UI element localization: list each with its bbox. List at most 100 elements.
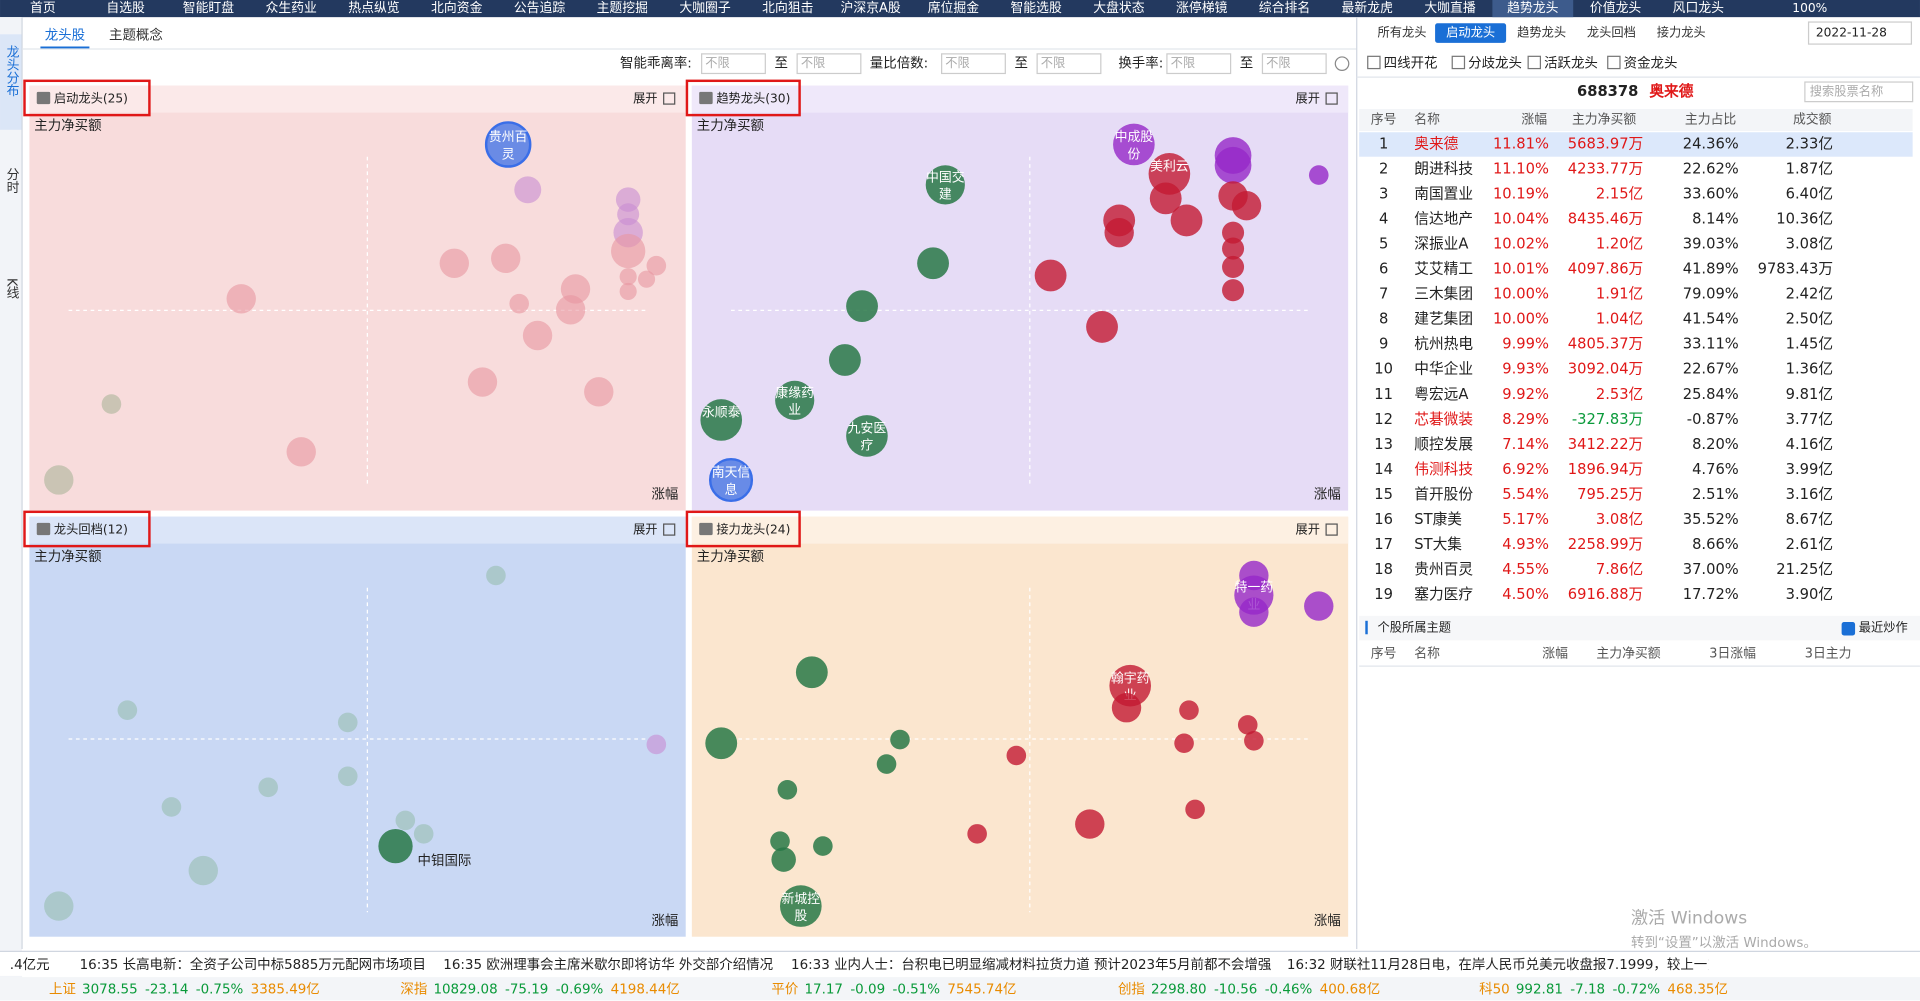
news-item[interactable]: 16:32 财联社11月28日电，在岸人民币兑美元收盘报7.1999，较上一交易… bbox=[1287, 956, 1748, 973]
bubble[interactable] bbox=[555, 295, 586, 325]
nav-tab[interactable]: 涨停梯镜 bbox=[1176, 0, 1228, 16]
bubble[interactable] bbox=[1006, 745, 1027, 766]
bubble[interactable] bbox=[828, 344, 861, 376]
table-cell[interactable]: 4.16亿 bbox=[1786, 436, 1833, 453]
table-cell[interactable]: 10.02% bbox=[1493, 236, 1549, 253]
table-cell[interactable]: 17 bbox=[1374, 536, 1393, 553]
bubble[interactable] bbox=[771, 847, 796, 872]
index-quote[interactable]: 创指 2298.80 -10.56 -0.46% 400.68亿 bbox=[1118, 981, 1380, 997]
bubble[interactable] bbox=[491, 243, 521, 274]
index-quote[interactable]: 上证 3078.55 -23.14 -0.75% 3385.49亿 bbox=[49, 981, 320, 997]
bubble[interactable] bbox=[1237, 715, 1258, 735]
bubble[interactable] bbox=[619, 282, 637, 300]
nav-tab[interactable]: 综合排名 bbox=[1259, 0, 1310, 16]
bubble[interactable] bbox=[413, 824, 434, 844]
bubble[interactable] bbox=[44, 465, 74, 495]
table-cell[interactable]: 22.67% bbox=[1683, 361, 1739, 378]
nav-tab[interactable]: 沪深京A股 bbox=[841, 1, 901, 16]
right-tab[interactable]: 启动龙头 bbox=[1446, 26, 1495, 40]
table-cell[interactable]: 3.08亿 bbox=[1596, 511, 1643, 528]
table-cell[interactable]: 13 bbox=[1374, 436, 1393, 453]
table-cell[interactable]: 2.53亿 bbox=[1596, 386, 1643, 403]
table-cell[interactable]: 37.00% bbox=[1683, 561, 1739, 578]
table-cell[interactable]: 艾艾精工 bbox=[1414, 261, 1473, 278]
bubble[interactable] bbox=[777, 779, 798, 800]
table-cell[interactable]: 1.87亿 bbox=[1786, 161, 1833, 178]
bubble[interactable] bbox=[708, 457, 754, 503]
nav-tab[interactable]: 众生药业 bbox=[266, 1, 318, 16]
table-cell[interactable]: 17.72% bbox=[1683, 586, 1739, 603]
table-cell[interactable]: 4.55% bbox=[1502, 561, 1549, 578]
bubble[interactable] bbox=[846, 290, 878, 323]
table-cell[interactable]: 10.36亿 bbox=[1776, 211, 1833, 228]
table-cell[interactable]: 7.86亿 bbox=[1596, 561, 1643, 578]
table-cell[interactable]: 4.76% bbox=[1692, 461, 1739, 478]
table-cell[interactable]: 9783.43万 bbox=[1758, 261, 1833, 278]
bubble[interactable] bbox=[522, 320, 553, 351]
bubble[interactable] bbox=[619, 268, 637, 286]
expand-button[interactable]: 展开 bbox=[1296, 523, 1320, 537]
search-box[interactable] bbox=[1804, 81, 1914, 103]
bubble[interactable] bbox=[188, 855, 218, 886]
bubble[interactable] bbox=[611, 233, 646, 269]
bubble[interactable] bbox=[967, 824, 987, 844]
bubble[interactable] bbox=[775, 380, 815, 420]
table-cell[interactable]: 朗进科技 bbox=[1414, 161, 1473, 178]
bubble[interactable] bbox=[439, 248, 469, 278]
bubble[interactable] bbox=[44, 891, 74, 921]
table-cell[interactable]: 39.03% bbox=[1683, 236, 1739, 253]
table-cell[interactable]: 3412.22万 bbox=[1568, 436, 1643, 453]
right-tab[interactable]: 所有龙头 bbox=[1378, 26, 1427, 40]
bubble[interactable] bbox=[258, 777, 278, 798]
fullscreen-icon[interactable] bbox=[1325, 523, 1338, 536]
bubble[interactable] bbox=[395, 810, 416, 831]
subtab[interactable]: 主题概念 bbox=[109, 27, 163, 44]
bubble[interactable] bbox=[337, 766, 358, 787]
table-cell[interactable]: 2.15亿 bbox=[1596, 186, 1643, 203]
right-tab[interactable]: 龙头回档 bbox=[1587, 26, 1636, 40]
table-cell[interactable]: 10 bbox=[1374, 361, 1393, 378]
checkbox[interactable] bbox=[1367, 55, 1381, 70]
bubble[interactable] bbox=[286, 437, 316, 467]
expand-button[interactable]: 展开 bbox=[633, 92, 657, 106]
bubble[interactable] bbox=[1104, 217, 1134, 248]
nav-tab[interactable]: 主题挖掘 bbox=[597, 1, 648, 16]
subtab[interactable]: 龙头股 bbox=[45, 28, 85, 44]
nav-tab[interactable]: 席位掘金 bbox=[928, 0, 980, 16]
table-cell[interactable]: 1.04亿 bbox=[1596, 311, 1643, 328]
sidebar-item[interactable]: 分时 bbox=[4, 168, 19, 194]
bubble[interactable] bbox=[378, 828, 413, 864]
bubble[interactable] bbox=[1111, 693, 1142, 723]
table-cell[interactable]: 33.11% bbox=[1683, 336, 1739, 353]
bubble[interactable] bbox=[1185, 799, 1205, 820]
bubble[interactable] bbox=[1149, 182, 1182, 215]
bubble[interactable] bbox=[1174, 733, 1194, 754]
table-cell[interactable]: 6.40亿 bbox=[1786, 186, 1833, 203]
table-cell[interactable]: 11 bbox=[1374, 386, 1393, 403]
table-cell[interactable]: 35.52% bbox=[1683, 511, 1739, 528]
bubble[interactable] bbox=[1222, 255, 1245, 278]
nav-tab[interactable]: 价值龙头 bbox=[1590, 0, 1642, 16]
bubble[interactable] bbox=[1222, 237, 1245, 260]
bubble[interactable] bbox=[486, 565, 506, 586]
table-cell[interactable]: 南国置业 bbox=[1414, 186, 1473, 203]
fullscreen-icon[interactable] bbox=[663, 523, 676, 536]
checkbox[interactable] bbox=[1607, 55, 1621, 70]
table-cell[interactable]: 塞力医疗 bbox=[1414, 585, 1473, 603]
bubble[interactable] bbox=[1222, 279, 1245, 302]
table-cell[interactable]: 8.29% bbox=[1502, 411, 1549, 428]
fullscreen-icon[interactable] bbox=[663, 92, 676, 105]
nav-tab[interactable]: 热点纵览 bbox=[348, 0, 400, 16]
nav-tab[interactable]: 北向狙击 bbox=[762, 0, 814, 16]
table-cell[interactable]: 3.08亿 bbox=[1786, 236, 1833, 253]
table-cell[interactable]: 25.84% bbox=[1683, 386, 1739, 403]
nav-tab[interactable]: 公告追踪 bbox=[514, 0, 566, 16]
expand-button[interactable]: 展开 bbox=[1296, 92, 1320, 106]
filter-input[interactable] bbox=[796, 53, 862, 75]
bubble[interactable] bbox=[646, 255, 667, 276]
table-cell[interactable]: 3.16亿 bbox=[1786, 486, 1833, 503]
table-cell[interactable]: 奥来德 bbox=[1414, 134, 1458, 152]
table-cell[interactable]: 10.01% bbox=[1493, 261, 1549, 278]
bubble[interactable] bbox=[1308, 165, 1329, 185]
table-cell[interactable]: 芯碁微装 bbox=[1414, 411, 1473, 428]
